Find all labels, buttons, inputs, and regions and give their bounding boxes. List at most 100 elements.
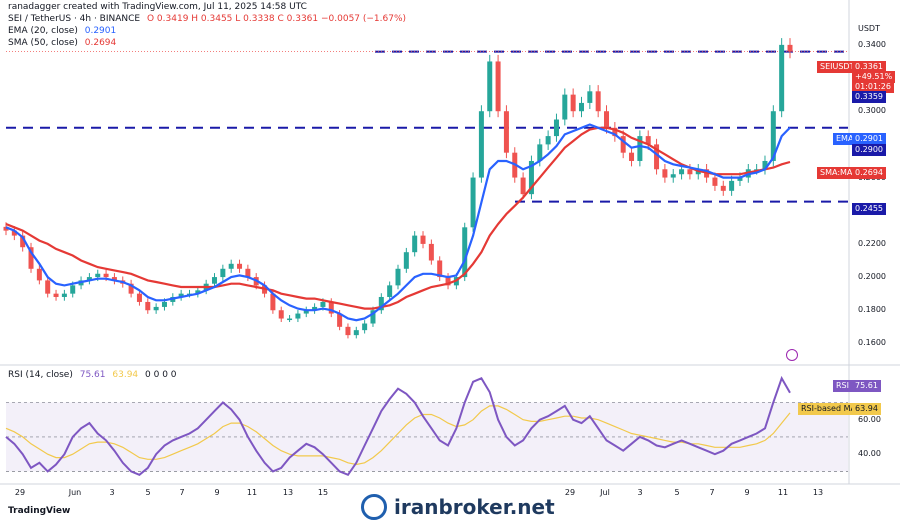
time-tick-label: Jun (68, 488, 82, 497)
price-tick-label: 0.3000 (858, 106, 886, 116)
time-tick-label: 7 (709, 488, 715, 497)
ema-legend-label: EMA (20, close) (8, 26, 78, 36)
candle-body (287, 318, 293, 321)
rsi-line (5, 375, 791, 477)
candle-body (387, 285, 393, 297)
candle-body (445, 277, 451, 286)
sma-legend-label: SMA (50, close) (8, 38, 78, 48)
candle-body (103, 273, 109, 278)
candle-body (20, 235, 26, 248)
candle-body (136, 293, 142, 302)
candle-body (161, 301, 167, 307)
candle-body (420, 235, 426, 244)
candle-body (779, 44, 785, 112)
candle-body (237, 263, 243, 269)
price-tick-label: 0.2000 (858, 272, 886, 282)
candle-body (337, 313, 343, 327)
sma-legend[interactable]: SMA (50, close) 0.2694 (8, 38, 120, 48)
candle-body (762, 160, 768, 170)
candle-body (178, 293, 184, 297)
rsi-ma-axis-label: RSI-based MA (798, 403, 859, 415)
rsi-legend-zeros: 0 0 0 0 (145, 370, 177, 380)
symbol-line: SEI / TetherUS · 4h · BINANCE O 0.3419 H… (8, 14, 410, 24)
pct-change-tag: +49.51% (852, 71, 896, 83)
candle-body (312, 306, 318, 311)
time-tick-label: 29 (564, 488, 576, 497)
ema-legend-value: 0.2901 (84, 26, 117, 36)
rsi-tick-label: 40.00 (858, 449, 881, 459)
ema-legend[interactable]: EMA (20, close) 0.2901 (8, 26, 120, 36)
candle-body (412, 235, 418, 253)
candle-body (95, 273, 101, 278)
ema-axis-value: 0.2901 (852, 133, 886, 145)
rsi-axis-value: 75.61 (852, 380, 881, 392)
rsi-tick-label: 60.00 (858, 414, 881, 424)
candle-body (195, 290, 201, 294)
candle-body (278, 310, 284, 319)
time-tick-label: 9 (214, 488, 220, 497)
rsi-ma-line (5, 405, 791, 466)
currency-label: USDT (858, 24, 880, 33)
candle-body (228, 263, 234, 269)
candle-body (403, 252, 409, 269)
sma50-line (5, 126, 791, 310)
candle-body (303, 310, 309, 314)
candle-body (295, 313, 301, 319)
rsi-legend-label: RSI (14, close) (8, 370, 73, 380)
rsi-legend[interactable]: RSI (14, close) 75.61 63.94 0 0 0 0 (8, 370, 181, 380)
symbol-price-tag: SEIUSDT (817, 61, 858, 73)
candle-body (378, 296, 384, 311)
candle-body (28, 247, 34, 269)
candle-body (570, 94, 576, 112)
candle-body (578, 102, 584, 112)
level-3359-tag: 0.3359 (852, 91, 886, 103)
ema20-line (5, 123, 791, 322)
time-tick-label: 7 (179, 488, 185, 497)
candle-body (328, 301, 334, 314)
candle-body (670, 174, 676, 178)
candle-body (428, 243, 434, 261)
candle-body (595, 91, 601, 112)
symbol-label: SEI / TetherUS · 4h · BINANCE (8, 14, 141, 24)
candle-body (3, 226, 9, 231)
time-tick-label: 3 (109, 488, 115, 497)
last-price-tag: 0.3361 (852, 61, 886, 73)
candle-body (395, 268, 401, 286)
candle-body (153, 306, 159, 311)
candle-body (604, 111, 610, 128)
price-tick-label: 0.2200 (858, 238, 886, 248)
time-tick-label: 29 (14, 488, 26, 497)
candle-body (503, 111, 509, 153)
candle-body (362, 323, 368, 331)
sma-axis-label: SMA:MA (817, 167, 856, 179)
candle-body (370, 310, 376, 324)
candle-body (787, 44, 793, 52)
alert-icon[interactable] (786, 349, 798, 361)
price-tick-label: 0.3400 (858, 39, 886, 49)
candle-body (729, 180, 735, 191)
candle-body (528, 160, 534, 195)
sma-legend-value: 0.2694 (84, 38, 117, 48)
candle-body (537, 144, 543, 161)
candle-body (212, 277, 218, 284)
time-tick-label: Jul (600, 488, 610, 497)
candle-body (495, 61, 501, 112)
ema-axis-label: EMA (833, 133, 857, 145)
candle-body (270, 293, 276, 311)
time-tick-label: 3 (637, 488, 643, 497)
candle-body (320, 301, 326, 307)
time-tick-label: 13 (282, 488, 294, 497)
candle-body (662, 169, 668, 178)
tradingview-logo[interactable]: TradingView (8, 506, 70, 516)
candle-body (712, 177, 718, 186)
candle-body (770, 111, 776, 161)
candle-body (462, 227, 468, 278)
candle-body (470, 177, 476, 228)
rsi-axis-label: RSI (833, 380, 852, 392)
iranbroker-logo-icon (361, 494, 387, 520)
candle-body (145, 301, 151, 311)
price-tick-label: 0.1800 (858, 305, 886, 315)
candle-body (620, 136, 626, 153)
candle-body (612, 127, 618, 137)
candle-body (437, 260, 443, 278)
